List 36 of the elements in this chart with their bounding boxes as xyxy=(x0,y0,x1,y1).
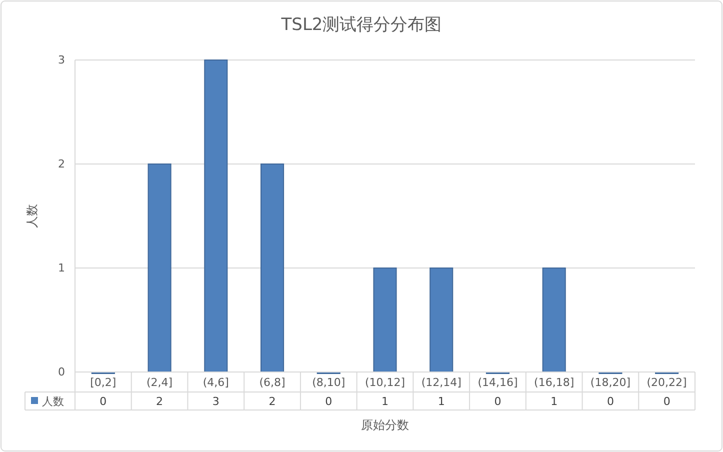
data-label: 1 xyxy=(550,395,558,408)
data-label: 0 xyxy=(606,395,614,408)
x-tick-label: (12,14] xyxy=(421,376,462,389)
data-label: 0 xyxy=(325,395,332,408)
data-label: 3 xyxy=(212,395,220,408)
data-label: 2 xyxy=(156,395,164,408)
bar xyxy=(542,268,566,372)
x-tick-label: (14,16] xyxy=(478,376,518,389)
y-tick-label: 1 xyxy=(58,262,65,275)
y-axis-title: 人数 xyxy=(25,204,39,228)
data-label: 0 xyxy=(663,395,670,408)
x-tick-label: (6,8] xyxy=(259,376,286,389)
bar xyxy=(148,164,172,372)
x-tick-label: (8,10] xyxy=(312,376,346,389)
data-label: 2 xyxy=(268,395,276,408)
data-label: 0 xyxy=(494,395,502,408)
y-tick-label: 2 xyxy=(58,158,65,171)
data-label: 1 xyxy=(438,395,445,408)
x-tick-label: [0,2] xyxy=(90,376,116,389)
bar xyxy=(204,60,228,372)
x-tick-label: (16,18] xyxy=(534,376,574,389)
bar xyxy=(373,268,397,372)
x-tick-label: (2,4] xyxy=(146,376,173,389)
data-label: 1 xyxy=(382,395,388,408)
x-axis-title: 原始分数 xyxy=(361,418,409,432)
x-tick-label: (20,22] xyxy=(646,376,687,389)
x-tick-label: (10,12] xyxy=(364,376,406,389)
y-tick-label: 0 xyxy=(58,366,65,379)
chart-title: TSL2测试得分分布图 xyxy=(280,15,442,35)
x-tick-label: (4,6] xyxy=(202,376,229,389)
bar xyxy=(430,268,454,372)
x-tick-label: (18,20] xyxy=(590,376,630,389)
data-label: 0 xyxy=(100,395,107,408)
legend-label: 人数 xyxy=(42,395,64,408)
bar xyxy=(260,164,284,372)
y-tick-label: 3 xyxy=(58,54,65,67)
